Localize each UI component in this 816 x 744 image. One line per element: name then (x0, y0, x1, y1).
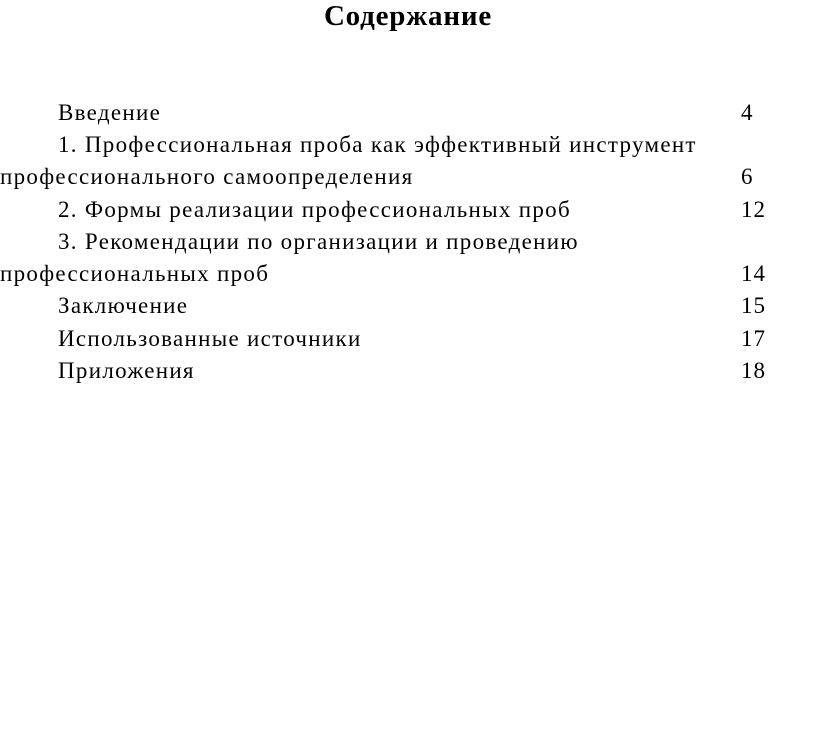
toc-page-number: 17 (741, 325, 766, 351)
toc-entry-label: Использованные источники (58, 325, 362, 351)
toc-page-number: 12 (741, 196, 766, 222)
toc-entry: Введение 4 (0, 97, 816, 129)
toc-page-number: 6 (741, 164, 754, 190)
toc-page-number: 15 (741, 293, 766, 319)
toc-entry-line: Использованные источники 17 (0, 323, 816, 355)
toc-entry-line: Введение 4 (0, 97, 816, 129)
toc-page-number: 18 (741, 357, 766, 383)
toc-entry: 1. Профессиональная проба как эффективны… (0, 129, 816, 194)
toc-entry-line: 1. Профессиональная проба как эффективны… (0, 129, 816, 161)
toc-entry: 2. Формы реализации профессиональных про… (0, 194, 816, 226)
toc-entry-label: Заключение (58, 293, 189, 319)
toc-entry-label: 2. Формы реализации профессиональных про… (58, 196, 571, 222)
toc-page-number: 14 (741, 261, 766, 286)
toc-entry-line: профессионального самоопределения 6 (0, 161, 816, 193)
table-of-contents: Введение 4 1. Профессиональная проба как… (0, 97, 816, 387)
toc-entry-line: профессиональных проб 14 (0, 258, 816, 290)
toc-entry: Заключение 15 (0, 290, 816, 322)
toc-entry-label: профессионального самоопределения (0, 164, 414, 190)
toc-page-number: 4 (741, 99, 754, 125)
page-title: Содержание (323, 0, 493, 32)
toc-entry-label: 1. Профессиональная проба как эффективны… (58, 132, 697, 157)
toc-entry-label: профессиональных проб (0, 261, 270, 286)
toc-entry: 3. Рекомендации по организации и проведе… (0, 226, 816, 291)
toc-entry-line: 2. Формы реализации профессиональных про… (0, 194, 816, 226)
toc-entry: Приложения 18 (0, 355, 816, 387)
toc-entry-label: 3. Рекомендации по организации и проведе… (58, 228, 579, 254)
toc-entry-label: Введение (58, 99, 162, 125)
toc-entry: Использованные источники 17 (0, 323, 816, 355)
toc-entry-line: 3. Рекомендации по организации и проведе… (0, 226, 816, 258)
toc-entry-label: Приложения (58, 357, 195, 383)
toc-entry-line: Приложения 18 (0, 355, 816, 387)
toc-entry-line: Заключение 15 (0, 290, 816, 322)
